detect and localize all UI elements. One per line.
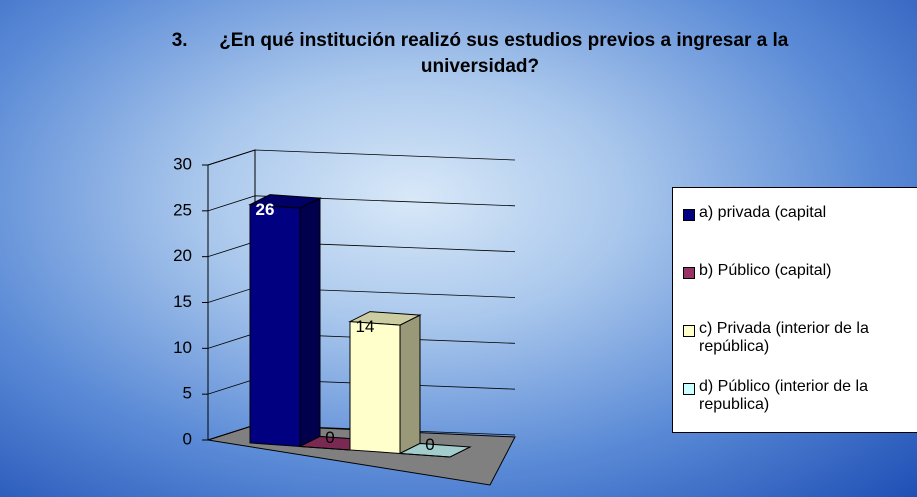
grid-line <box>207 195 516 212</box>
bar <box>249 204 301 447</box>
y-tick-label: 15 <box>173 292 192 311</box>
legend-label: b) Público (capital) <box>699 262 832 279</box>
legend-label: c) Privada (interior de la república) <box>699 320 869 355</box>
legend-swatch <box>683 325 695 337</box>
bar <box>349 321 401 454</box>
data-label: 0 <box>325 428 334 447</box>
legend-item: b) Público (capital) <box>683 262 917 320</box>
y-tick-label: 30 <box>173 154 192 173</box>
legend-swatch <box>683 383 695 395</box>
legend-label: d) Público (interior de la republica) <box>699 378 868 413</box>
bar <box>399 452 451 458</box>
legend-item: a) privada (capital <box>683 204 917 262</box>
legend-label: a) privada (capital <box>699 204 827 221</box>
y-tick-label: 10 <box>173 338 192 357</box>
data-label: 26 <box>256 200 275 219</box>
legend-swatch <box>683 209 695 221</box>
y-tick-label: 0 <box>183 429 192 448</box>
data-label: 0 <box>425 435 434 454</box>
legend: a) privada (capital b) Público (capital) c… <box>672 187 917 433</box>
grid-line <box>207 149 516 166</box>
y-tick-label: 5 <box>183 384 192 403</box>
legend-item: d) Público (interior de la republica) <box>683 378 917 436</box>
data-label: 14 <box>356 317 375 336</box>
y-tick-label: 20 <box>173 246 192 265</box>
chart-title: 3. ¿En qué institución realizó sus estud… <box>171 30 794 77</box>
bar-side <box>399 314 421 455</box>
y-tick-label: 25 <box>173 200 192 219</box>
legend-swatch <box>683 267 695 279</box>
bar-side <box>299 197 321 448</box>
legend-item: c) Privada (interior de la república) <box>683 320 917 378</box>
